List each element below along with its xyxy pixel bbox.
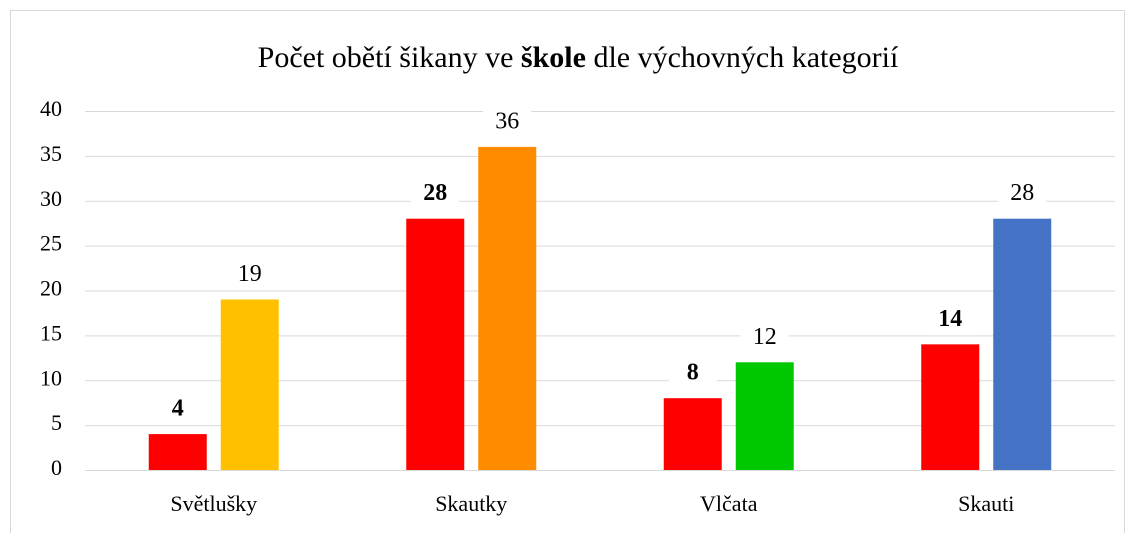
data-label-bg xyxy=(483,107,532,138)
data-label: 19 xyxy=(238,261,262,287)
y-tick-label: 25 xyxy=(40,231,62,256)
y-tick-label: 30 xyxy=(40,186,62,211)
data-label-bg xyxy=(926,305,975,336)
data-label: 36 xyxy=(495,108,519,134)
y-tick-label: 10 xyxy=(40,365,62,390)
data-label: 28 xyxy=(1010,180,1034,206)
y-tick-label: 20 xyxy=(40,276,62,301)
x-tick-label: Vlčata xyxy=(700,491,758,516)
data-label-bg xyxy=(153,395,202,426)
data-label: 28 xyxy=(423,180,447,206)
x-tick-label: Světlušky xyxy=(170,491,257,516)
bar xyxy=(921,344,980,470)
y-tick-label: 0 xyxy=(51,455,62,480)
title-part: škole xyxy=(521,41,586,74)
bar xyxy=(220,299,279,470)
data-label-bg xyxy=(668,359,717,390)
bar xyxy=(478,146,537,470)
title-part: Počet obětí šikany ve xyxy=(258,41,514,74)
data-label-bg xyxy=(740,323,789,354)
title-part: dle výchovných kategorií xyxy=(593,41,899,74)
y-tick-label: 5 xyxy=(51,410,62,435)
bar xyxy=(663,398,722,470)
data-label: 12 xyxy=(753,324,777,350)
y-tick-label: 40 xyxy=(40,96,62,121)
y-tick-label: 35 xyxy=(40,141,62,166)
bar xyxy=(406,218,465,470)
data-label-bg xyxy=(998,179,1047,210)
chart-title: Počet obětí šikany ve škole dle výchovný… xyxy=(258,41,899,74)
data-label: 4 xyxy=(172,396,184,422)
data-label: 14 xyxy=(938,306,962,332)
data-label-bg xyxy=(411,179,460,210)
bar xyxy=(148,434,207,470)
bar xyxy=(735,362,794,470)
bar xyxy=(993,218,1052,470)
y-tick-label: 15 xyxy=(40,320,62,345)
x-tick-label: Skautky xyxy=(435,491,507,516)
x-tick-label: Skauti xyxy=(958,491,1014,516)
data-label: 8 xyxy=(687,360,699,386)
data-label-bg xyxy=(225,260,274,291)
